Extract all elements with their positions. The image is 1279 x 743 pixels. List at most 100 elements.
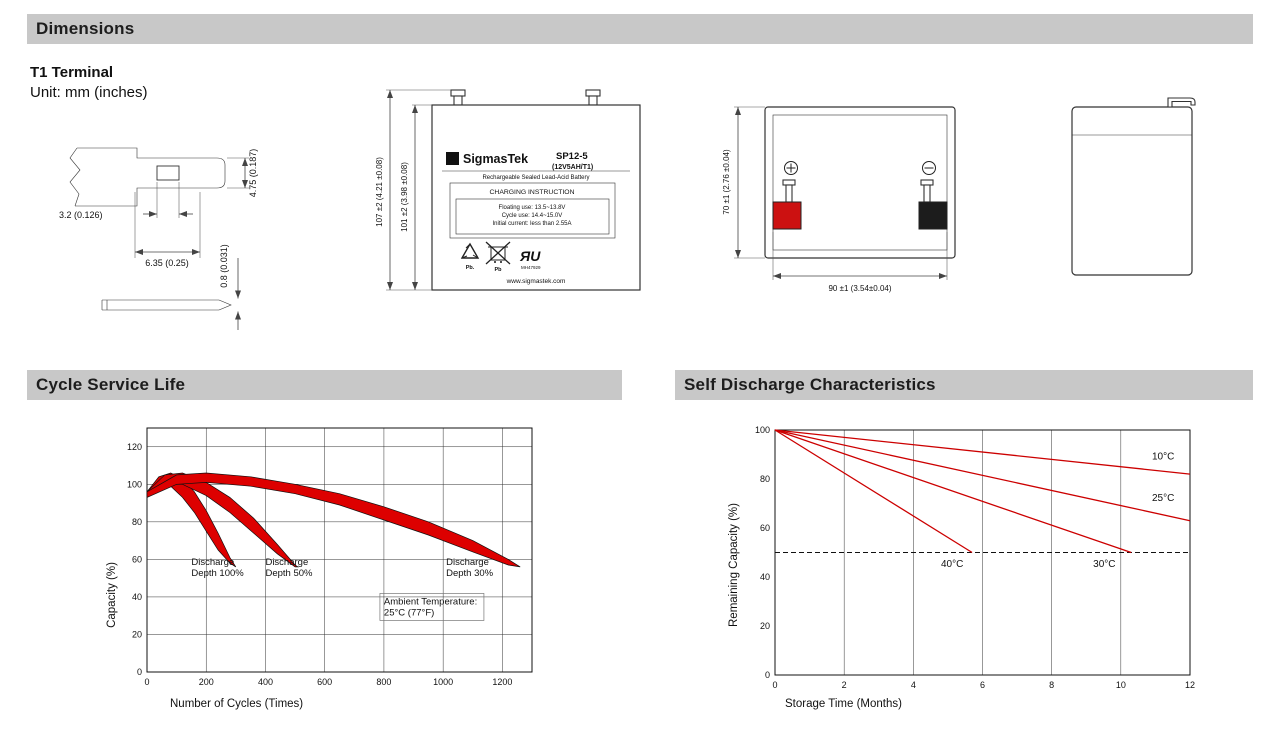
terminal-side-profile: [69, 147, 226, 207]
annotation-text: 25°C (77°F): [384, 607, 434, 618]
plot-border: [146, 427, 533, 673]
website-url: www.sigmastek.com: [506, 278, 566, 285]
front-terminal-left-icon: [450, 89, 466, 106]
charging-instruction-box: [449, 182, 616, 239]
y-axis-label: Capacity (%): [106, 562, 118, 628]
section-header-self-discharge: Self Discharge Characteristics: [675, 370, 1253, 400]
x-tick-label: 800: [376, 677, 391, 687]
series-line-30-c: [774, 429, 1132, 554]
positive-terminal-block: [772, 201, 802, 230]
annotation-text: 25°C: [1152, 493, 1174, 504]
y-tick-label: 0: [137, 667, 142, 677]
series-line-25-c: [774, 429, 1191, 522]
y-tick-label: 20: [760, 621, 770, 631]
y-tick-label: 60: [132, 554, 142, 564]
annotation-text: Depth 50%: [265, 568, 313, 579]
ul-mark-glyph: ЯU: [519, 248, 541, 264]
charging-line-2: Cycle use: 14.4~15.0V: [502, 213, 563, 219]
brand-name: SigmasTek: [463, 152, 528, 166]
y-tick-label: 0: [765, 670, 770, 680]
annotation-text: 30°C: [1093, 559, 1115, 570]
section-header-dimensions: Dimensions: [27, 14, 1253, 44]
band-discharge-depth-30-: [146, 472, 521, 568]
terminal-type-label: T1 Terminal: [30, 64, 114, 81]
recycle-pb-icon: Pb.: [460, 242, 480, 271]
dim-label-rear-width: 90 ±1 (3.54±0.04): [828, 284, 891, 293]
charging-line-3: Initial current: less than 2.55A: [492, 221, 571, 227]
x-tick-label: 0: [772, 680, 777, 690]
x-tick-label: 12: [1185, 680, 1195, 690]
bin-pb-label: Pb: [494, 267, 502, 273]
charging-instruction-inner-box: [455, 198, 610, 235]
battery-case-side: [1071, 106, 1193, 276]
dim-label-rear-height: 70 ±1 (2.76 ±0.04): [722, 149, 731, 215]
annotation-box: [379, 593, 485, 621]
annotation-text: Depth 30%: [446, 568, 494, 579]
battery-case-front: [431, 104, 641, 291]
y-tick-label: 80: [132, 517, 142, 527]
battery-rear-view-drawing: 70 ±1 (2.76 ±0.04) 90 ±1 (3.54±0.04): [722, 106, 956, 293]
x-tick-label: 1200: [492, 677, 512, 687]
annotation-text: 40°C: [941, 559, 963, 570]
x-tick-label: 200: [199, 677, 214, 687]
dim-label-tab-height: 4.75 (0.187): [248, 149, 258, 198]
self-discharge-chart: 0 2 4 6 8 10 12 0 20 40 60 80 100 10°C 25°C 30°C 40°C Sto…: [728, 425, 1195, 710]
dim-label-hole: 3.2 (0.126): [59, 210, 103, 220]
model-number: SP12-5: [556, 151, 588, 162]
y-tick-label: 80: [760, 474, 770, 484]
crossed-bin-icon: Pb: [485, 241, 511, 273]
y-tick-label: 100: [755, 425, 770, 435]
battery-type-line: Rechargeable Sealed Lead-Acid Battery: [482, 175, 589, 181]
annotation-text: Discharge: [191, 557, 234, 568]
sigma-logo-icon: [446, 152, 459, 165]
x-tick-label: 8: [1049, 680, 1054, 690]
battery-case-rear-inner: [772, 114, 948, 251]
x-tick-label: 600: [317, 677, 332, 687]
y-tick-label: 20: [132, 629, 142, 639]
x-axis-label: Number of Cycles (Times): [170, 698, 303, 710]
annotation-text: Depth 100%: [191, 568, 244, 579]
y-tick-label: 40: [760, 572, 770, 582]
battery-case-rear: [764, 106, 956, 259]
x-tick-label: 1000: [433, 677, 453, 687]
dim-label-tab-width: 6.35 (0.25): [145, 258, 189, 268]
battery-rating: (12V5AH/T1): [552, 164, 593, 171]
annotation-text: Ambient Temperature:: [384, 596, 477, 607]
recycle-pb-label: Pb.: [466, 265, 475, 271]
battery-front-view-drawing: Σ SigmasTek SP12-5 (12V5AH/T1) Rechargea…: [375, 89, 641, 291]
front-terminal-right-icon: [585, 89, 601, 106]
negative-terminal-block: [918, 201, 948, 230]
negative-terminal-icon: [918, 161, 948, 230]
positive-terminal-icon: [772, 161, 802, 230]
charging-instruction-title: CHARGING INSTRUCTION: [490, 189, 575, 196]
ul-recognized-icon: ЯU MH47929: [519, 248, 541, 270]
annotation-text: Discharge: [446, 557, 489, 568]
x-tick-label: 6: [980, 680, 985, 690]
y-tick-label: 60: [760, 523, 770, 533]
section-header-cycle-life: Cycle Service Life: [27, 370, 622, 400]
ul-file-number: MH47929: [521, 265, 541, 270]
unit-note: Unit: mm (inches): [30, 84, 148, 101]
x-tick-label: 2: [842, 680, 847, 690]
x-tick-label: 4: [911, 680, 916, 690]
side-terminal-icon: [1167, 97, 1196, 108]
terminal-hole: [156, 165, 180, 181]
y-axis-label: Remaining Capacity (%): [728, 503, 740, 627]
annotation-text: Discharge: [265, 557, 308, 568]
x-tick-label: 0: [144, 677, 149, 687]
section-title-self-discharge: Self Discharge Characteristics: [684, 375, 936, 394]
dim-label-case-height: 101 ±2 (3.98 ±0.08): [400, 162, 409, 232]
dim-label-thickness: 0.8 (0.031): [219, 244, 229, 288]
charging-line-1: Floating use: 13.5~13.8V: [499, 205, 566, 211]
x-tick-label: 10: [1116, 680, 1126, 690]
y-tick-label: 40: [132, 592, 142, 602]
terminal-detail-drawing: 3.2 (0.126) 6.35 (0.25) 4.75 (0.187) 0.8…: [59, 147, 258, 330]
series-line-10-c: [774, 429, 1191, 475]
x-axis-label: Storage Time (Months): [785, 698, 902, 710]
series-line-40-c: [774, 429, 973, 554]
sigma-logo-glyph: Σ: [449, 154, 455, 165]
cycle-service-life-chart: 0 200 400 600 800 1000 1200 0 20 40 60 80 100 120 Disc…: [106, 427, 533, 710]
x-tick-label: 400: [258, 677, 273, 687]
annotation-text: 10°C: [1152, 451, 1174, 462]
